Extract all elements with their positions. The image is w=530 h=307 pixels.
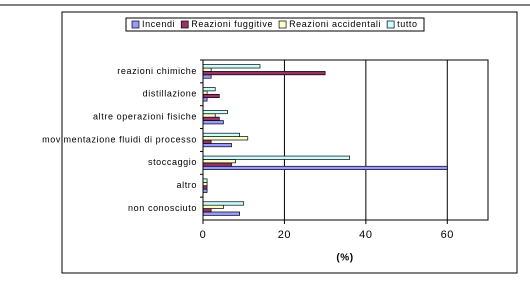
bar: [202, 188, 208, 193]
y-tick-label: non conosciuto: [128, 203, 197, 213]
bar: [202, 109, 228, 115]
x-tick-label: 0: [200, 229, 207, 241]
x-tick-label: 20: [278, 229, 291, 241]
bar: [202, 159, 236, 164]
y-tick-label: altro: [176, 180, 197, 190]
bar: [202, 116, 220, 121]
bar: [202, 136, 249, 141]
bar: [202, 143, 232, 148]
bar: [202, 185, 208, 190]
legend-label: Reazioni fuggitive: [191, 19, 273, 29]
bar: [202, 120, 224, 125]
bar: [202, 132, 240, 137]
bar: [202, 139, 212, 144]
x-tick-label: 40: [359, 229, 372, 241]
legend-swatch: [386, 20, 395, 29]
x-tick-label: 60: [441, 229, 454, 241]
bar: [202, 204, 224, 209]
chart-frame: [61, 11, 518, 274]
x-axis-title: (%): [336, 253, 353, 264]
y-tick-label: distillazione: [143, 89, 197, 99]
legend-label: Incendi: [142, 19, 175, 29]
legend-box: [125, 17, 425, 32]
bar: [202, 201, 245, 206]
bar: [202, 162, 232, 167]
bar: [202, 113, 216, 118]
bar: [202, 67, 212, 72]
bar: [202, 64, 261, 69]
bar: [202, 178, 208, 183]
legend-label: Reazioni accidentali: [289, 19, 381, 29]
y-tick-label: altre operazioni fisiche: [93, 112, 197, 122]
bar: [202, 87, 216, 92]
bar: [202, 97, 208, 102]
bar: [202, 155, 350, 160]
bar: [202, 181, 208, 187]
legend-swatch: [278, 20, 287, 29]
y-tick-label: reazioni chimiche: [117, 66, 197, 76]
y-tick-label: stoccaggio: [148, 157, 197, 167]
y-tick-label: movimentazione fluidi di processo: [42, 134, 197, 144]
legend-swatch: [131, 20, 140, 29]
legend-label: tutto: [397, 19, 418, 29]
bar: [202, 74, 212, 79]
bar: [202, 71, 326, 76]
legend-swatch: [180, 20, 189, 29]
bar: [202, 93, 220, 99]
bar: [202, 211, 240, 216]
bar: [202, 208, 212, 213]
plot-frame: [202, 59, 489, 221]
bar: [202, 165, 448, 171]
bar: [202, 90, 208, 95]
